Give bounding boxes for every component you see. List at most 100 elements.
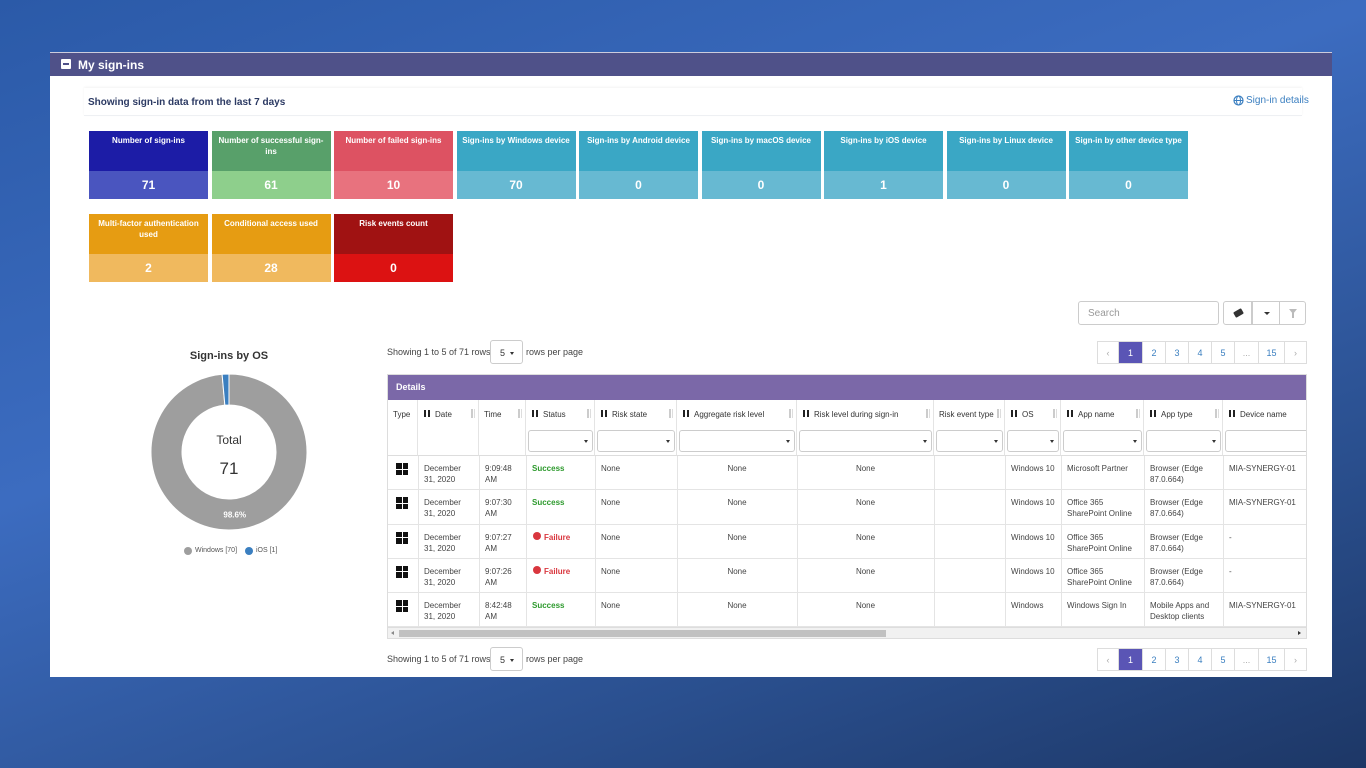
column-header[interactable]: Device name [1223,400,1306,456]
column-header[interactable]: Risk level during sign-in [797,400,934,456]
column-filter[interactable] [799,430,932,452]
cell-border [934,558,935,594]
sort-icon [1136,409,1140,418]
page-size-select[interactable]: 5 [490,647,523,671]
page-button-label: ... [1242,348,1251,358]
tile-header: Sign-ins by Android device [579,131,698,171]
column-filter[interactable] [1146,430,1221,452]
column-header[interactable]: Status [526,400,595,456]
page-button[interactable]: 15 [1258,341,1285,364]
cell-border [1061,456,1062,491]
page-size-select[interactable]: 5 [490,340,523,364]
page-button[interactable]: ... [1234,648,1259,671]
tile-value-box: 0 [1069,171,1188,199]
page-button-label: 2 [1151,655,1157,665]
windows-icon-pane [402,606,408,613]
caret [1050,440,1054,443]
page-button[interactable]: ‹ [1097,341,1119,364]
table-cell: December 31, 2020 [424,464,461,484]
legend-label[interactable]: Windows [70] [195,547,238,554]
column-filter[interactable] [1225,430,1306,452]
column-header[interactable]: Aggregate risk level [677,400,797,456]
windows-icon-pane [396,538,402,544]
column-header[interactable]: Risk event type [934,400,1005,456]
cell-border [595,490,596,525]
table-title: Details [396,382,426,392]
page-button[interactable]: 1 [1118,341,1143,364]
globe-icon [1233,95,1244,106]
column-header[interactable]: OS [1005,400,1061,456]
tile-value: 2 [145,261,152,275]
column-label: Risk event type [939,410,994,419]
windows-icon-pane [402,503,408,510]
cell-border [677,524,678,559]
column-filter[interactable] [679,430,795,452]
tile-value: 61 [264,178,278,192]
table-cell: December 31, 2020 [424,601,461,622]
drag-handle [1150,410,1156,417]
page-button[interactable]: › [1284,648,1307,671]
table-cell: 9:07:26 AM [485,566,512,587]
table-cell: Office 365 SharePoint Online [1067,532,1132,553]
table-cell: December 31, 2020 [424,532,461,553]
tile-value: 70 [509,178,523,192]
scroll-thumb[interactable] [399,630,886,637]
column-header[interactable]: App type [1144,400,1223,456]
page-button[interactable]: 15 [1258,648,1285,671]
windows-icon [396,497,408,510]
caret [786,440,790,443]
column-header[interactable]: Type [388,400,418,456]
page-button[interactable]: 3 [1165,341,1189,364]
column-header[interactable]: Risk state [595,400,677,456]
cell-border [1223,456,1224,491]
column-filter[interactable] [936,430,1003,452]
sign-in-details-link[interactable]: Sign-in details [1246,95,1309,106]
page-button[interactable]: 3 [1165,648,1189,671]
table-cell: MIA-SYNERGY-01 [1229,601,1296,611]
page-button[interactable]: 4 [1188,341,1212,364]
cell-border [1005,490,1006,525]
page-button[interactable]: 2 [1142,648,1166,671]
cell-border [418,558,419,594]
cell-border [526,558,527,594]
cell-border [1144,593,1145,628]
chart-title: Sign-ins by OS [189,350,269,362]
windows-icon-pane [402,469,408,475]
cell-border [1061,524,1062,559]
table-cell: Success [532,464,565,473]
page-button[interactable]: 5 [1211,341,1235,364]
clear-button[interactable] [1223,301,1252,325]
column-header[interactable]: App name [1061,400,1144,456]
drag-handle [1011,410,1017,417]
page-button[interactable]: ‹ [1097,648,1119,671]
column-header[interactable]: Time [479,400,526,456]
column-filter[interactable] [528,430,593,452]
page-button[interactable]: 1 [1118,648,1143,671]
pagination-summary: Showing 1 to 5 of 71 rows [387,347,491,357]
windows-icon-pane [402,572,408,578]
page-button[interactable]: 4 [1188,648,1212,671]
page-button[interactable]: 5 [1211,648,1235,671]
cell-border [677,456,678,491]
column-label: App name [1078,410,1115,419]
tile-header: Sign-ins by iOS device [824,131,943,171]
caret [584,440,588,443]
horizontal-scrollbar[interactable] [388,627,1306,638]
search-box[interactable]: Search [1078,301,1219,325]
column-header[interactable]: Date [418,400,479,456]
page-button[interactable]: 2 [1142,341,1166,364]
filter-button[interactable] [1279,301,1306,325]
column-filter[interactable] [597,430,675,452]
windows-icon [396,463,408,475]
tile-value: 71 [141,178,156,192]
column-filter[interactable] [1063,430,1142,452]
dropdown-button[interactable] [1252,301,1280,325]
cell-border [934,490,935,525]
page-button[interactable]: › [1284,341,1307,364]
collapse-button[interactable] [61,59,71,69]
cell-border [1223,593,1224,628]
page-button[interactable]: ... [1234,341,1259,364]
legend-label[interactable]: iOS [1] [256,547,278,554]
column-filter[interactable] [1007,430,1059,452]
failure-icon [533,565,541,574]
